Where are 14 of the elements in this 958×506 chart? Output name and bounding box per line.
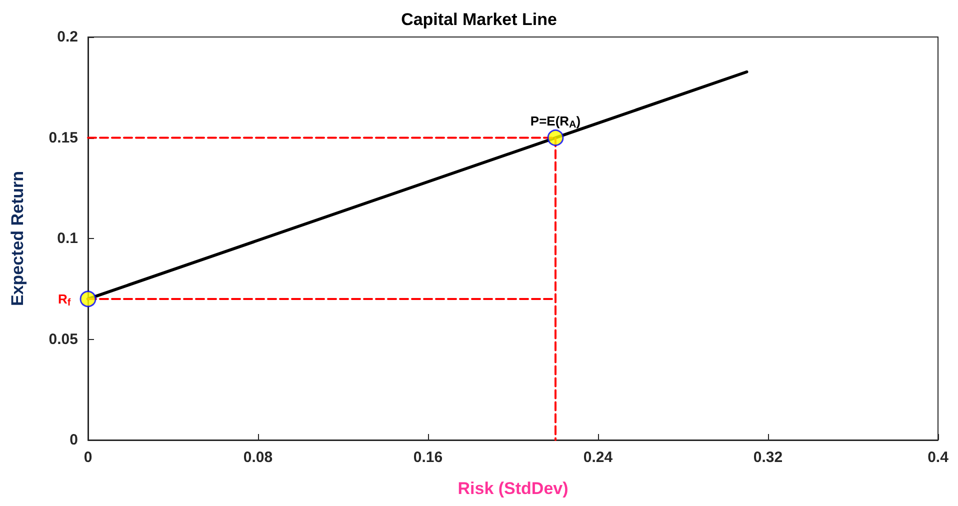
x-tick-label: 0.32 — [753, 449, 783, 466]
y-tick-label: 0.2 — [57, 28, 78, 46]
x-tick-label: 0.24 — [583, 449, 614, 466]
x-tick-label: 0.16 — [413, 449, 443, 466]
chart-title: Capital Market Line — [401, 10, 557, 29]
y-tick-label: 0.05 — [48, 330, 78, 348]
y-tick-label: 0.15 — [48, 129, 78, 146]
y-tick-label: 0 — [70, 432, 78, 448]
x-axis-title: Risk (StdDev) — [458, 479, 568, 498]
x-tick-label: 0 — [84, 449, 92, 466]
y-tick-label: 0.1 — [57, 230, 78, 247]
x-tick-label: 0.4 — [928, 449, 950, 466]
x-tick-label: 0.08 — [243, 449, 273, 466]
y-axis-title: Expected Return — [8, 170, 27, 306]
